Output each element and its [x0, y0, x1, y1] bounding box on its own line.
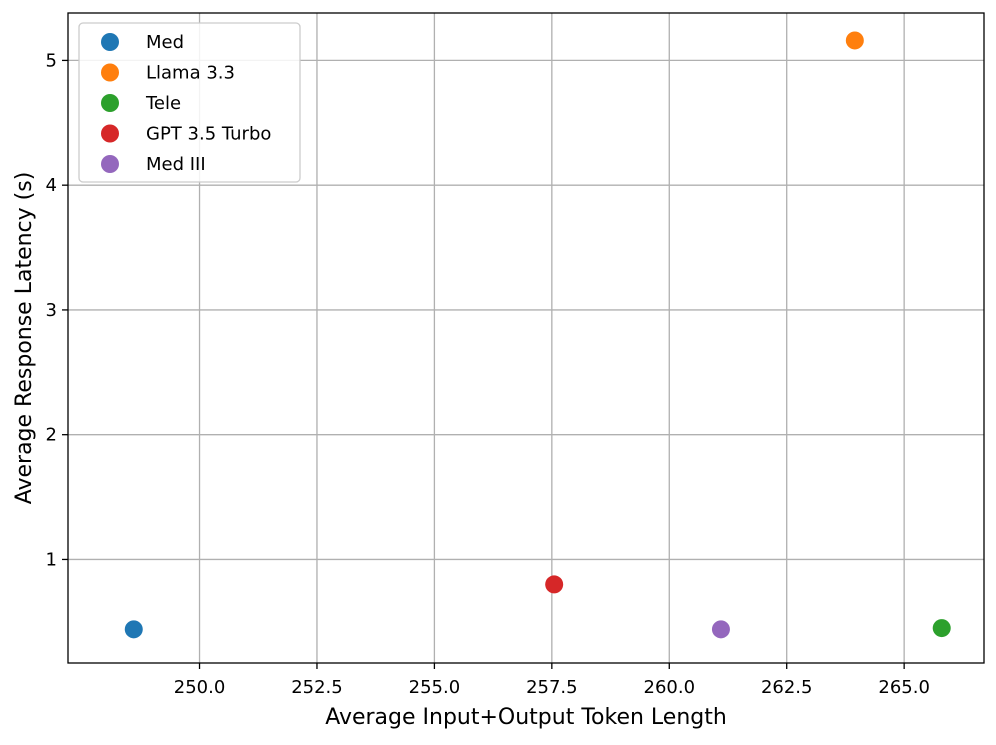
- legend-marker: [101, 63, 119, 82]
- x-tick-label: 250.0: [174, 677, 226, 698]
- x-tick-label: 252.5: [291, 677, 343, 698]
- legend-marker: [101, 94, 119, 112]
- legend-marker: [101, 33, 119, 51]
- y-tick-label: 2: [46, 425, 57, 446]
- x-tick-label: 255.0: [409, 677, 461, 698]
- axis-ticks: 250.0 252.5 255.0 257.5 260.0 262.5 265.0 1 2 3 4 5: [46, 50, 930, 698]
- data-points: [124, 31, 951, 639]
- x-tick-label: 260.0: [644, 677, 696, 698]
- plot-frame: [67, 12, 985, 664]
- legend-label: Med III: [146, 154, 206, 175]
- data-point: [932, 619, 951, 638]
- legend-label: GPT 3.5 Turbo: [146, 124, 271, 145]
- x-tick-label: 262.5: [761, 677, 813, 698]
- x-tick-label: 257.5: [526, 677, 578, 698]
- legend-label: Med: [146, 32, 184, 53]
- y-tick-label: 5: [46, 50, 57, 71]
- y-tick-label: 4: [46, 175, 57, 196]
- legend-frame: [78, 22, 301, 183]
- legend-marker: [101, 124, 119, 143]
- y-tick-label: 1: [46, 549, 57, 570]
- legend-label: Llama 3.3: [146, 63, 235, 84]
- legend-marker: [101, 155, 119, 173]
- legend: Med Llama 3.3 Tele GPT 3.5 Turbo Med III: [78, 22, 301, 183]
- y-tick-label: 3: [46, 300, 57, 321]
- data-point: [711, 620, 730, 639]
- legend-label: Tele: [145, 93, 181, 114]
- data-point: [545, 575, 564, 594]
- y-axis-label: Average Response Latency (s): [12, 172, 37, 505]
- x-axis-label: Average Input+Output Token Length: [325, 705, 727, 730]
- data-point: [124, 620, 143, 639]
- x-tick-label: 265.0: [878, 677, 930, 698]
- data-point: [845, 31, 864, 50]
